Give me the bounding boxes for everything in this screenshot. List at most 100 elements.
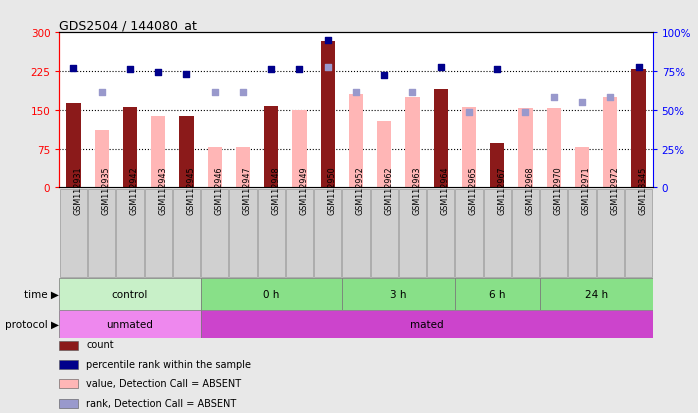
- FancyBboxPatch shape: [59, 380, 78, 389]
- Bar: [320, 42, 335, 188]
- Text: GSM112948: GSM112948: [272, 166, 280, 215]
- Point: [407, 89, 418, 96]
- Text: GSM112942: GSM112942: [130, 166, 139, 215]
- Text: GSM112968: GSM112968: [526, 166, 535, 215]
- Point: [124, 67, 135, 74]
- FancyBboxPatch shape: [144, 190, 172, 277]
- FancyBboxPatch shape: [230, 190, 257, 277]
- Text: value, Detection Call = ABSENT: value, Detection Call = ABSENT: [86, 378, 241, 388]
- Text: 24 h: 24 h: [584, 289, 608, 299]
- Point: [153, 69, 164, 76]
- Bar: [575, 147, 589, 188]
- FancyBboxPatch shape: [399, 190, 426, 277]
- Text: 0 h: 0 h: [263, 289, 279, 299]
- FancyBboxPatch shape: [314, 190, 341, 277]
- Text: GSM112949: GSM112949: [299, 166, 309, 215]
- Bar: [519, 109, 533, 188]
- Text: GSM112964: GSM112964: [440, 166, 450, 215]
- Bar: [547, 109, 560, 188]
- Point: [463, 110, 475, 116]
- Point: [633, 65, 644, 71]
- Text: percentile rank within the sample: percentile rank within the sample: [86, 359, 251, 369]
- FancyBboxPatch shape: [258, 190, 285, 277]
- Text: GSM112970: GSM112970: [554, 166, 563, 215]
- Bar: [236, 147, 250, 188]
- Bar: [632, 70, 646, 188]
- Text: control: control: [112, 289, 148, 299]
- FancyBboxPatch shape: [540, 190, 567, 277]
- Text: GSM112935: GSM112935: [102, 166, 111, 215]
- Text: GDS2504 / 144080_at: GDS2504 / 144080_at: [59, 19, 198, 32]
- Text: GSM112963: GSM112963: [413, 166, 422, 215]
- Text: GSM112950: GSM112950: [328, 166, 336, 215]
- Bar: [455, 279, 540, 310]
- Bar: [66, 104, 80, 188]
- Point: [237, 89, 248, 96]
- Bar: [123, 108, 137, 188]
- Text: GSM112967: GSM112967: [497, 166, 506, 215]
- Bar: [207, 147, 222, 188]
- Bar: [406, 97, 419, 188]
- Bar: [200, 310, 653, 339]
- Text: GSM112945: GSM112945: [186, 166, 195, 215]
- Bar: [95, 131, 109, 188]
- Point: [548, 94, 559, 101]
- Bar: [59, 279, 200, 310]
- FancyBboxPatch shape: [59, 360, 78, 369]
- Bar: [59, 310, 200, 339]
- Bar: [342, 279, 455, 310]
- Point: [435, 65, 446, 71]
- FancyBboxPatch shape: [512, 190, 539, 277]
- Text: GSM112972: GSM112972: [610, 166, 619, 215]
- Text: GSM112946: GSM112946: [215, 166, 224, 215]
- Text: GSM112965: GSM112965: [469, 166, 478, 215]
- FancyBboxPatch shape: [59, 399, 78, 408]
- Point: [68, 66, 79, 72]
- Point: [350, 89, 362, 96]
- Text: GSM112952: GSM112952: [356, 166, 365, 215]
- Bar: [200, 279, 342, 310]
- FancyBboxPatch shape: [201, 190, 228, 277]
- Point: [209, 89, 221, 96]
- FancyBboxPatch shape: [371, 190, 398, 277]
- FancyBboxPatch shape: [343, 190, 369, 277]
- Point: [322, 65, 334, 71]
- Text: rank, Detection Call = ABSENT: rank, Detection Call = ABSENT: [86, 398, 237, 408]
- Bar: [292, 110, 306, 188]
- FancyBboxPatch shape: [286, 190, 313, 277]
- Point: [294, 67, 305, 74]
- Text: mated: mated: [410, 319, 443, 329]
- Text: GSM113345: GSM113345: [639, 166, 648, 215]
- FancyBboxPatch shape: [597, 190, 624, 277]
- FancyBboxPatch shape: [117, 190, 144, 277]
- Text: time ▶: time ▶: [24, 289, 59, 299]
- Point: [181, 71, 192, 78]
- FancyBboxPatch shape: [59, 341, 78, 350]
- Text: GSM112943: GSM112943: [158, 166, 168, 215]
- Bar: [603, 97, 617, 188]
- Point: [520, 110, 531, 116]
- Bar: [540, 279, 653, 310]
- Point: [322, 38, 334, 44]
- Bar: [151, 117, 165, 188]
- FancyBboxPatch shape: [568, 190, 595, 277]
- Bar: [377, 122, 392, 188]
- FancyBboxPatch shape: [484, 190, 511, 277]
- Point: [378, 72, 389, 78]
- FancyBboxPatch shape: [455, 190, 482, 277]
- Point: [604, 94, 616, 101]
- FancyBboxPatch shape: [625, 190, 652, 277]
- Text: GSM112971: GSM112971: [582, 166, 591, 215]
- Bar: [349, 95, 363, 188]
- Text: GSM112931: GSM112931: [73, 166, 82, 215]
- Text: unmated: unmated: [107, 319, 154, 329]
- Point: [577, 100, 588, 106]
- Bar: [462, 108, 476, 188]
- FancyBboxPatch shape: [88, 190, 115, 277]
- Bar: [264, 107, 279, 188]
- Point: [96, 89, 107, 96]
- Text: count: count: [86, 339, 114, 349]
- FancyBboxPatch shape: [173, 190, 200, 277]
- Text: GSM112947: GSM112947: [243, 166, 252, 215]
- Bar: [490, 144, 504, 188]
